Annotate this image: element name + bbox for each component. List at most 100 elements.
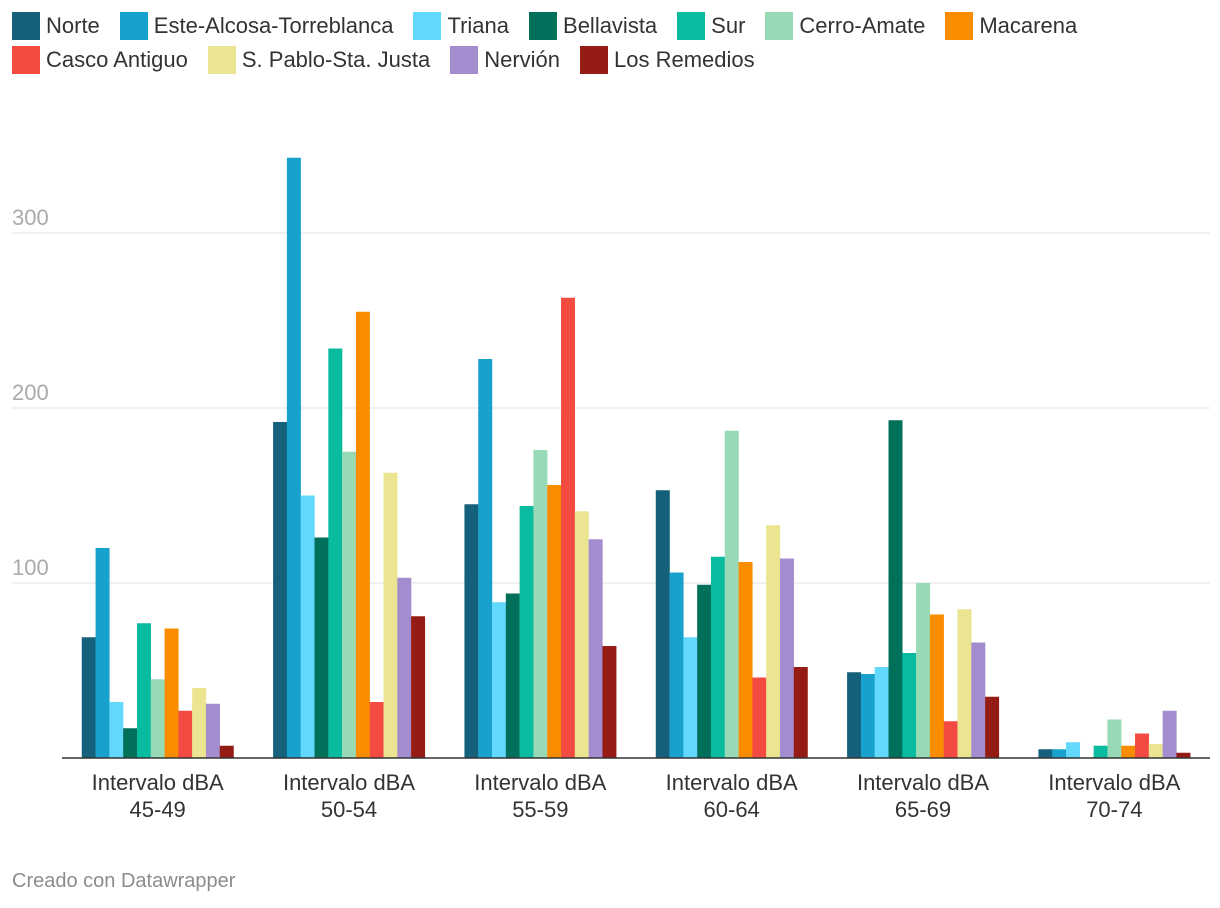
bar [793, 667, 808, 758]
y-tick-label: 100 [12, 555, 49, 580]
legend-item: Los Remedios [580, 46, 755, 74]
bar [1107, 719, 1122, 758]
bar [192, 688, 207, 758]
legend-swatch [207, 46, 236, 74]
bar [602, 646, 617, 758]
x-tick-label: 45-49 [130, 797, 186, 822]
bar [574, 511, 589, 758]
bar [136, 623, 151, 758]
bar [355, 311, 370, 758]
bar [123, 728, 138, 758]
bar [779, 558, 794, 758]
legend-swatch [529, 12, 558, 40]
bar [109, 702, 124, 758]
bar [902, 653, 917, 758]
bar [1121, 745, 1136, 758]
bar [533, 450, 548, 758]
datawrapper-credit: Creado con Datawrapper [12, 870, 236, 892]
bar [219, 745, 234, 758]
bar [273, 422, 288, 758]
bar [1148, 744, 1163, 758]
bar [561, 297, 576, 758]
bar [478, 359, 493, 758]
bar [752, 677, 767, 758]
bar [1176, 752, 1191, 758]
legend-swatch [765, 12, 794, 40]
x-tick-label: Intervalo dBA [283, 770, 415, 795]
legend-swatch [945, 12, 974, 40]
bar [929, 614, 944, 758]
legend-swatch [12, 12, 40, 40]
bar [383, 472, 398, 758]
bar [1066, 742, 1081, 758]
bar [464, 504, 479, 758]
legend-label: Macarena [979, 13, 1078, 38]
legend-label: Bellavista [563, 13, 658, 38]
bar [971, 642, 986, 758]
bar [505, 593, 520, 758]
x-tick-label: 55-59 [512, 797, 568, 822]
bar [369, 702, 384, 758]
legend-item: Bellavista [529, 12, 657, 40]
x-tick-label: 50-54 [321, 797, 377, 822]
legend-swatch [12, 46, 40, 74]
bar [916, 583, 931, 758]
legend-swatch [119, 12, 148, 40]
bar [286, 157, 301, 758]
legend-label: Casco Antiguo [46, 47, 188, 72]
legend-label: Los Remedios [614, 47, 755, 72]
x-tick-label: Intervalo dBA [1048, 770, 1180, 795]
bar [342, 451, 357, 758]
legend-item: Triana [413, 12, 509, 40]
x-tick-label: Intervalo dBA [666, 770, 798, 795]
legend-item: S. Pablo-Sta. Justa [207, 46, 431, 74]
bar [683, 637, 698, 758]
legend-item: Casco Antiguo [12, 46, 188, 74]
bar [328, 348, 343, 758]
bar [411, 616, 426, 758]
bar [519, 506, 534, 758]
y-tick-label: 200 [12, 380, 49, 405]
legend-item: Cerro-Amate [765, 12, 925, 40]
bar [314, 537, 329, 758]
chart-legend: Norte Este-Alcosa-Torreblanca Triana Bellav… [12, 12, 1202, 74]
x-tick-label: Intervalo dBA [92, 770, 224, 795]
bar [205, 703, 220, 758]
bar [178, 710, 193, 758]
bar [492, 602, 507, 758]
bar [888, 420, 903, 758]
legend-swatch [580, 46, 609, 74]
legend-swatch [450, 46, 479, 74]
bar [588, 539, 603, 758]
legend-item: Nervión [450, 46, 560, 74]
legend-label: Este-Alcosa-Torreblanca [153, 13, 394, 38]
x-tick-label: Intervalo dBA [474, 770, 606, 795]
bar [669, 572, 684, 758]
bar [943, 721, 958, 758]
bar [300, 495, 315, 758]
bar [95, 548, 110, 758]
bar [655, 490, 670, 758]
bar [1135, 733, 1150, 758]
bar [710, 556, 725, 758]
x-tick-label: 70-74 [1086, 797, 1142, 822]
legend-label: S. Pablo-Sta. Justa [241, 47, 431, 72]
legend-label: Cerro-Amate [799, 13, 926, 38]
legend-label: Triana [447, 13, 510, 38]
legend-label: Sur [711, 13, 746, 38]
bar [874, 667, 889, 758]
bar [985, 696, 1000, 758]
bar [547, 485, 562, 758]
legend-label: Norte [46, 13, 100, 38]
bar [738, 562, 753, 758]
bar [1052, 749, 1067, 758]
bar [1038, 749, 1053, 758]
legend-swatch [677, 12, 706, 40]
x-tick-label: Intervalo dBA [857, 770, 989, 795]
bar [860, 674, 875, 758]
bar [1093, 745, 1108, 758]
bar [847, 672, 862, 758]
legend-swatch [413, 12, 442, 40]
bar [1162, 710, 1177, 758]
